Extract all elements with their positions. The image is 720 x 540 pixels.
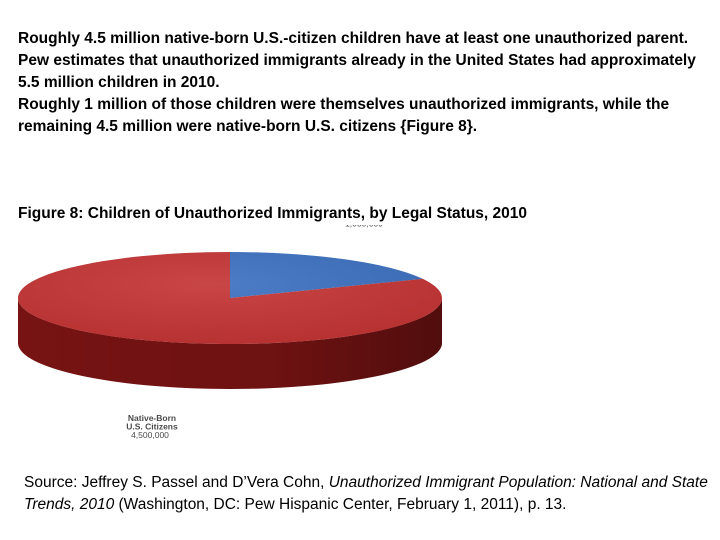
intro-sentence-2: Pew estimates that unauthorized immigran… (18, 52, 696, 91)
intro-sentence-3: Roughly 1 million of those children were… (18, 96, 670, 135)
pie-sides (18, 298, 442, 389)
source-suffix: (Washington, DC: Pew Hispanic Center, Fe… (114, 496, 567, 513)
intro-sentence-1: Roughly 4.5 million native-born U.S.-cit… (18, 30, 689, 47)
slice-value-label-1: 4,500,000 (131, 430, 169, 440)
pie-side-shade-1 (18, 298, 442, 389)
intro-paragraph: Roughly 4.5 million native-born U.S.-cit… (18, 28, 708, 138)
slice-label-1-line-0: Native-Born (128, 413, 176, 423)
source-prefix: Source: Jeffrey S. Passel and D’Vera Coh… (24, 474, 329, 491)
slice-value-label-0: 1,000,000 (345, 225, 383, 229)
source-title: Unauthorized Immigrant Population: Natio… (24, 474, 708, 513)
slice-label-1-line-1: U.S. Citizens (126, 422, 178, 432)
figure-title: Figure 8: Children of Unauthorized Immig… (18, 205, 528, 222)
pie-top-shade (18, 252, 442, 344)
pie-tops (17, 252, 442, 344)
source-citation: Source: Jeffrey S. Passel and D’Vera Coh… (24, 472, 714, 516)
